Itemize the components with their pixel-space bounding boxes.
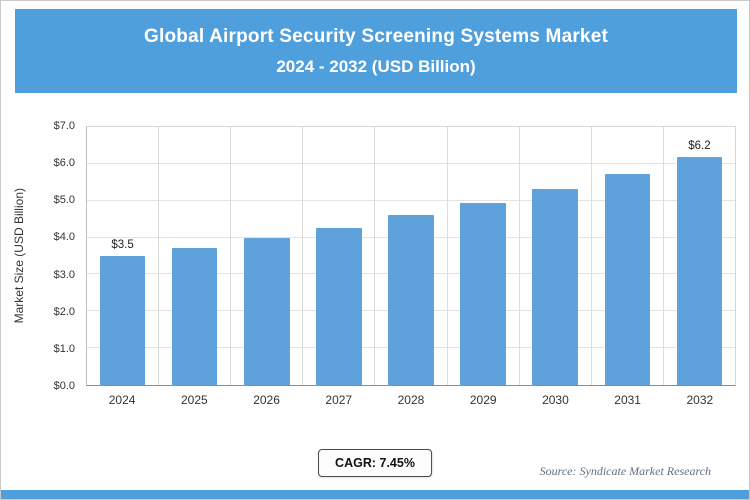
bar-2027 bbox=[316, 227, 362, 385]
x-axis-ticks: 2024 2025 2026 2027 2028 2029 2030 2031 2032 bbox=[86, 393, 736, 407]
bar-2029 bbox=[460, 202, 506, 385]
y-tick-label: $5.0 bbox=[53, 194, 75, 207]
bar-value-label: $6.2 bbox=[688, 139, 711, 152]
bar-2032: $6.2 bbox=[676, 140, 723, 385]
y-axis-ticks: $0.0 $1.0 $2.0 $3.0 $4.0 $5.0 $6.0 $7.0 bbox=[37, 120, 81, 392]
y-tick-label: $1.0 bbox=[53, 342, 75, 355]
bar-column-2032: $6.2 bbox=[664, 127, 735, 385]
bar-column-2024: $3.5 bbox=[87, 127, 160, 385]
x-tick-label: 2026 bbox=[253, 393, 280, 407]
chart-title: Global Airport Security Screening System… bbox=[144, 25, 608, 47]
y-axis-title-wrap: Market Size (USD Billion) bbox=[9, 126, 29, 386]
bar-column-2030 bbox=[520, 127, 592, 385]
x-tick-label: 2027 bbox=[325, 393, 353, 407]
y-tick-label: $2.0 bbox=[53, 305, 75, 318]
y-tick-label: $7.0 bbox=[53, 120, 75, 132]
y-tick-label: $3.0 bbox=[53, 268, 75, 281]
bar-column-2027 bbox=[303, 127, 376, 385]
bar-2026 bbox=[244, 238, 290, 385]
x-tick-label: 2028 bbox=[397, 393, 425, 407]
bar-2030 bbox=[532, 188, 578, 385]
x-tick-label: 2031 bbox=[614, 393, 641, 407]
chart-header: Global Airport Security Screening System… bbox=[15, 9, 737, 93]
x-tick-label: 2030 bbox=[542, 393, 569, 407]
bar-column-2026 bbox=[231, 127, 304, 385]
bar-2031 bbox=[604, 174, 651, 385]
gridline bbox=[87, 162, 735, 164]
x-tick-label: 2024 bbox=[108, 393, 136, 407]
bar-column-2028 bbox=[375, 127, 448, 385]
gridline bbox=[87, 199, 735, 201]
bar-column-2031 bbox=[592, 127, 664, 385]
x-tick-label: 2032 bbox=[686, 393, 714, 407]
bar-2024: $3.5 bbox=[99, 239, 146, 385]
bar-2025 bbox=[171, 247, 218, 385]
bar-value-label: $3.5 bbox=[111, 239, 134, 251]
y-tick-label: $4.0 bbox=[53, 231, 75, 244]
accent-strip bbox=[1, 490, 749, 499]
bar-column-2029 bbox=[448, 127, 520, 385]
bar-2028 bbox=[388, 215, 434, 385]
y-tick-label: $0.0 bbox=[53, 380, 75, 392]
x-tick-label: 2029 bbox=[469, 393, 497, 407]
plot-area: $3.5 $6.2 bbox=[86, 126, 736, 386]
y-tick-label: $6.0 bbox=[53, 157, 75, 170]
source-text: Source: Syndicate Market Research bbox=[539, 464, 711, 478]
x-tick-label: 2025 bbox=[180, 393, 208, 407]
cagr-badge: CAGR: 7.45% bbox=[318, 449, 432, 477]
bar-column-2025 bbox=[159, 127, 232, 385]
y-axis-title: Market Size (USD Billion) bbox=[12, 188, 26, 324]
chart-subtitle: 2024 - 2032 (USD Billion) bbox=[276, 56, 476, 76]
